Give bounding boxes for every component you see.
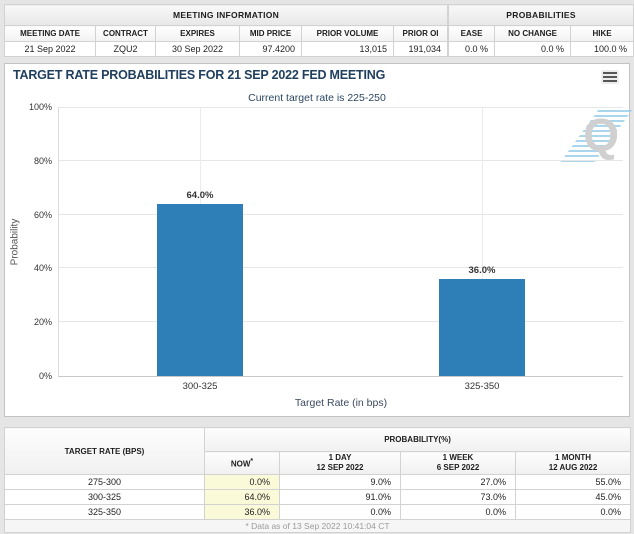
now-header: NOW* (204, 451, 280, 475)
month-325-350: 0.0% (514, 504, 632, 520)
bar-label-325-350: 36.0% (468, 265, 496, 277)
chart-title: TARGET RATE PROBABILITIES FOR 21 SEP 202… (13, 68, 386, 82)
day-275-300: 9.0% (279, 474, 401, 490)
x-axis-title: Target Rate (in bps) (294, 397, 388, 409)
rate-275-300: 275-300 (4, 474, 205, 490)
chart-subtitle: Current target rate is 225-250 (248, 92, 386, 104)
ytick-100: 100% (28, 102, 52, 112)
one-day-header: 1 DAY 12 SEP 2022 (279, 451, 401, 475)
bar-300-325[interactable]: 64.0% (156, 190, 244, 376)
contract-value: ZQU2 (95, 41, 156, 57)
no-change-value: 0.0 % (494, 41, 572, 57)
top-summary-row: MEETING INFORMATION MEETING DATE CONTRAC… (3, 4, 634, 57)
table-row: 275-300 0.0% 9.0% 27.0% 55.0% (4, 474, 632, 490)
col-meeting-date: MEETING DATE (4, 25, 96, 42)
day-300-325: 91.0% (279, 489, 401, 505)
ytick-60: 60% (33, 209, 52, 220)
col-contract: CONTRACT (95, 25, 156, 42)
one-month-header: 1 MONTH 12 AUG 2022 (514, 451, 632, 475)
probability-pct-header: PROBABILITY(%) (203, 427, 632, 452)
meeting-date-value: 21 Sep 2022 (4, 41, 96, 57)
prior-oi-value: 191,034 (392, 41, 449, 57)
probabilities-title: PROBABILITIES (448, 4, 634, 26)
col-hike: HIKE (570, 25, 634, 42)
target-rate-bps-header: TARGET RATE (BPS) (4, 427, 205, 475)
col-expires: EXPIRES (155, 25, 240, 42)
hike-value: 100.0 % (570, 41, 634, 57)
now-325-350: 36.0% (204, 504, 280, 520)
probability-history-panel: TARGET RATE (BPS) PROBABILITY(%) NOW* 1 … (3, 427, 632, 533)
one-week-header: 1 WEEK 6 SEP 2022 (400, 451, 516, 475)
col-no-change: NO CHANGE (494, 25, 572, 42)
day-325-350: 0.0% (279, 504, 401, 520)
xcat-300-325: 300-325 (182, 381, 218, 392)
mid-price-value: 97.4200 (239, 41, 302, 57)
ytick-20: 20% (33, 317, 52, 328)
bar-325-350[interactable]: 36.0% (438, 265, 526, 376)
target-rate-probabilities-chart-panel: TARGET RATE PROBABILITIES FOR 21 SEP 202… (4, 63, 633, 417)
now-300-325: 64.0% (204, 489, 280, 505)
rate-300-325: 300-325 (4, 489, 205, 505)
week-325-350: 0.0% (400, 504, 516, 520)
col-ease: EASE (448, 25, 496, 42)
prior-volume-value: 13,015 (301, 41, 394, 57)
ytick-0: 0% (38, 371, 52, 381)
y-axis-title: Probability (9, 218, 21, 265)
now-275-300: 0.0% (204, 474, 280, 490)
rate-325-350: 325-350 (4, 504, 205, 520)
expires-value: 30 Sep 2022 (155, 41, 240, 57)
meeting-information-table: MEETING INFORMATION MEETING DATE CONTRAC… (3, 4, 449, 57)
meeting-information-title: MEETING INFORMATION (3, 4, 449, 26)
col-prior-volume: PRIOR VOLUME (301, 25, 394, 42)
chart-plot-area: 0% 20% 40% 60% 80% 100% Probability 64.0… (10, 102, 623, 409)
now-asterisk: * (250, 457, 254, 465)
table-row: 325-350 36.0% 0.0% 0.0% 0.0% (4, 504, 632, 520)
probabilities-summary-table: PROBABILITIES EASE NO CHANGE HIKE 0.0 % … (448, 4, 634, 57)
ytick-40: 40% (33, 263, 52, 274)
table-row: 300-325 64.0% 91.0% 73.0% 45.0% (4, 489, 632, 505)
month-275-300: 55.0% (514, 474, 632, 490)
col-prior-oi: PRIOR OI (392, 25, 449, 42)
ytick-80: 80% (33, 155, 52, 166)
chart-menu-icon[interactable] (601, 70, 619, 84)
month-300-325: 45.0% (514, 489, 632, 505)
bar-label-300-325: 64.0% (186, 189, 214, 201)
xcat-325-350: 325-350 (464, 381, 500, 392)
data-as-of-footnote: * Data as of 13 Sep 2022 10:41:04 CT (3, 519, 632, 533)
quikstrike-watermark-icon: Q (559, 109, 633, 168)
ease-value: 0.0 % (448, 41, 496, 57)
week-275-300: 27.0% (400, 474, 516, 490)
week-300-325: 73.0% (400, 489, 516, 505)
col-mid-price: MID PRICE (239, 25, 302, 42)
probability-history-table: TARGET RATE (BPS) PROBABILITY(%) NOW* 1 … (3, 427, 632, 533)
